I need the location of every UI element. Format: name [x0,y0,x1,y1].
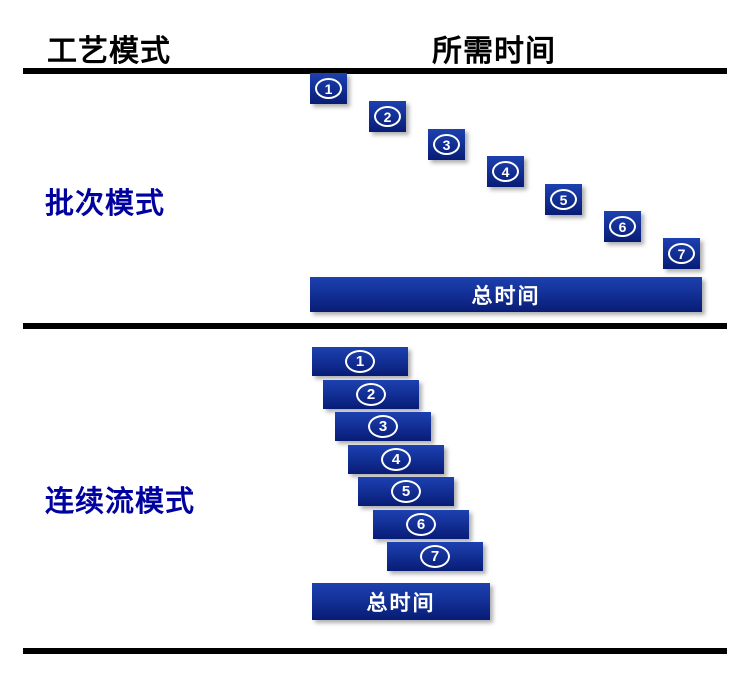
circled-number-3: 3 [433,134,460,155]
circled-number-1: 1 [315,78,342,99]
header-divider-rule [23,68,727,74]
continuous-step-7-bar: 7 [387,542,483,571]
column-header-process-mode: 工艺模式 [47,35,171,68]
batch-total-time-bar: 总时间 [310,277,702,312]
batch-step-3-box: 3 [428,129,465,160]
circled-number-7: 7 [420,545,450,568]
circled-number-2: 2 [374,106,401,127]
circled-number-5: 5 [391,480,421,503]
continuous-step-1-bar: 1 [312,347,408,376]
continuous-total-time-bar: 总时间 [312,583,490,620]
continuous-total-time-label: 总时间 [366,591,436,615]
batch-step-7-box: 7 [663,238,700,269]
batch-step-4-box: 4 [487,156,524,187]
continuous-flow-mode-label: 连续流模式 [45,486,196,518]
batch-total-time-label: 总时间 [471,284,541,308]
circled-number-6: 6 [406,513,436,536]
continuous-step-6-bar: 6 [373,510,469,539]
batch-step-1-box: 1 [310,73,347,104]
circled-number-1: 1 [345,350,375,373]
batch-step-5-box: 5 [545,184,582,215]
continuous-step-3-bar: 3 [335,412,431,441]
batch-mode-label: 批次模式 [45,188,166,220]
circled-number-4: 4 [381,448,411,471]
batch-step-6-box: 6 [604,211,641,242]
continuous-step-2-bar: 2 [323,380,419,409]
circled-number-6: 6 [609,216,636,237]
bottom-border-rule [23,648,727,654]
circled-number-4: 4 [492,161,519,182]
column-header-required-time: 所需时间 [432,35,556,68]
circled-number-2: 2 [356,383,386,406]
continuous-step-5-bar: 5 [358,477,454,506]
circled-number-3: 3 [368,415,398,438]
continuous-step-4-bar: 4 [348,445,444,474]
batch-step-2-box: 2 [369,101,406,132]
section-divider-rule [23,323,727,329]
circled-number-5: 5 [550,189,577,210]
circled-number-7: 7 [668,243,695,264]
